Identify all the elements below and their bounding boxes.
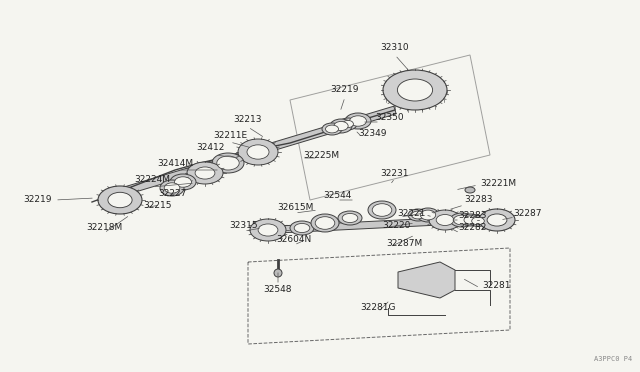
Ellipse shape xyxy=(170,174,196,190)
Ellipse shape xyxy=(472,217,484,225)
Ellipse shape xyxy=(164,183,180,193)
Text: 32218M: 32218M xyxy=(86,224,122,232)
Ellipse shape xyxy=(247,145,269,159)
Text: 32231: 32231 xyxy=(381,169,409,177)
Ellipse shape xyxy=(322,123,342,135)
Text: 32281G: 32281G xyxy=(360,304,396,312)
Ellipse shape xyxy=(342,121,353,128)
Ellipse shape xyxy=(334,121,348,131)
Text: 32281: 32281 xyxy=(482,280,511,289)
Text: 32287M: 32287M xyxy=(386,238,422,247)
Ellipse shape xyxy=(108,192,132,208)
Text: 32414M: 32414M xyxy=(157,158,193,167)
Ellipse shape xyxy=(290,221,314,235)
Text: 32283: 32283 xyxy=(464,196,493,205)
Text: 32215: 32215 xyxy=(143,201,172,209)
Ellipse shape xyxy=(450,213,474,227)
Text: 32221: 32221 xyxy=(397,208,426,218)
Text: 32548: 32548 xyxy=(264,285,292,295)
Ellipse shape xyxy=(420,210,436,220)
Ellipse shape xyxy=(311,214,339,232)
Ellipse shape xyxy=(217,156,239,170)
Text: 32412: 32412 xyxy=(196,144,224,153)
Ellipse shape xyxy=(383,70,447,110)
Ellipse shape xyxy=(412,211,424,219)
Ellipse shape xyxy=(464,216,478,224)
Ellipse shape xyxy=(461,214,481,226)
Ellipse shape xyxy=(342,214,358,222)
Ellipse shape xyxy=(469,215,487,227)
Text: 32283: 32283 xyxy=(458,211,486,219)
Ellipse shape xyxy=(454,215,470,225)
Text: 32315: 32315 xyxy=(230,221,259,231)
Ellipse shape xyxy=(175,177,191,187)
Ellipse shape xyxy=(238,139,278,165)
Text: 32349: 32349 xyxy=(358,128,387,138)
Text: 32544: 32544 xyxy=(323,190,351,199)
Ellipse shape xyxy=(417,208,439,222)
Ellipse shape xyxy=(160,180,184,196)
Ellipse shape xyxy=(397,79,433,101)
Text: 32224M: 32224M xyxy=(134,176,170,185)
Text: 32310: 32310 xyxy=(381,44,410,52)
Ellipse shape xyxy=(345,113,371,129)
Ellipse shape xyxy=(294,224,310,232)
Polygon shape xyxy=(398,262,455,298)
Ellipse shape xyxy=(187,162,223,184)
Polygon shape xyxy=(107,106,396,200)
Text: 32350: 32350 xyxy=(375,113,404,122)
Ellipse shape xyxy=(258,224,278,236)
Text: 32604N: 32604N xyxy=(276,235,312,244)
Text: 32225M: 32225M xyxy=(303,151,339,160)
Ellipse shape xyxy=(349,116,367,126)
Ellipse shape xyxy=(195,167,215,179)
Ellipse shape xyxy=(436,215,454,225)
Text: 32221M: 32221M xyxy=(480,179,516,187)
Text: 32615M: 32615M xyxy=(277,203,313,212)
Text: 32219: 32219 xyxy=(331,86,359,94)
Ellipse shape xyxy=(429,210,461,230)
Ellipse shape xyxy=(372,204,392,216)
Text: 32211E: 32211E xyxy=(213,131,247,140)
Ellipse shape xyxy=(408,209,428,221)
Text: 32213: 32213 xyxy=(234,115,262,125)
Text: 32220: 32220 xyxy=(382,221,410,230)
Text: 32219: 32219 xyxy=(24,196,52,205)
Ellipse shape xyxy=(465,187,475,193)
Circle shape xyxy=(274,269,282,277)
Ellipse shape xyxy=(339,118,357,130)
Text: A3PPC0 P4: A3PPC0 P4 xyxy=(594,356,632,362)
Ellipse shape xyxy=(250,219,286,241)
Text: 32287: 32287 xyxy=(513,208,541,218)
Text: 32282: 32282 xyxy=(458,224,486,232)
Ellipse shape xyxy=(326,125,339,133)
Polygon shape xyxy=(268,215,510,234)
Ellipse shape xyxy=(368,201,396,219)
Ellipse shape xyxy=(98,186,142,214)
Text: 32227: 32227 xyxy=(158,189,186,198)
Ellipse shape xyxy=(315,217,335,229)
Ellipse shape xyxy=(479,209,515,231)
Ellipse shape xyxy=(212,153,244,173)
Ellipse shape xyxy=(338,211,362,225)
Ellipse shape xyxy=(487,214,507,226)
Ellipse shape xyxy=(330,119,352,133)
